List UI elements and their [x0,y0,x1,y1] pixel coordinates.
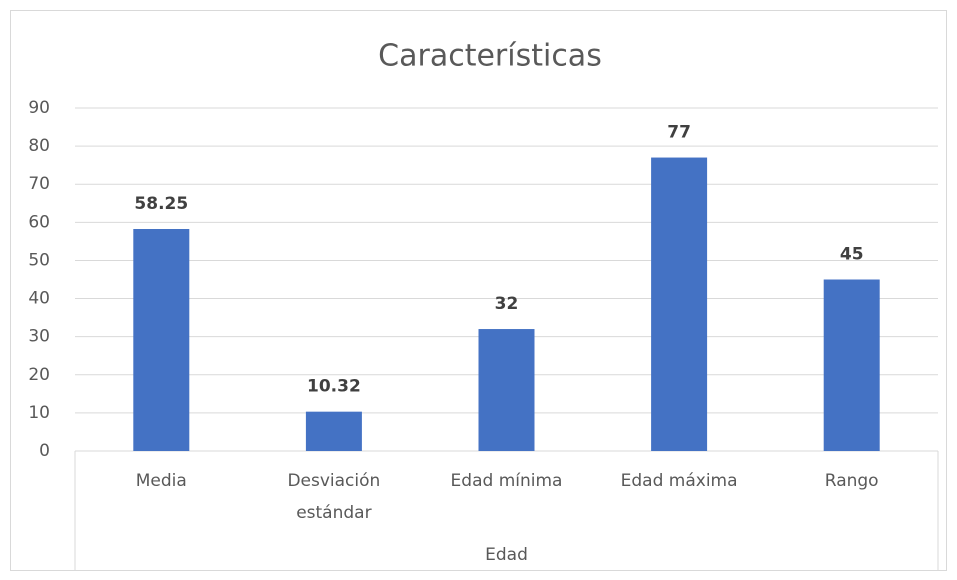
bar [478,329,535,451]
x-tick-label: Edad mínima [450,471,563,491]
x-tick-label: Edad máxima [620,471,738,491]
bar [823,279,880,451]
bar [305,411,362,451]
y-tick-label: 20 [28,365,50,385]
y-tick-label: 60 [28,212,50,232]
y-tick-label: 40 [28,289,50,309]
x-tick-label: Desviación estándar [287,471,381,523]
y-tick-label: 0 [39,441,50,461]
data-label: 45 [840,245,864,265]
y-tick-label: 80 [28,136,50,156]
group-label: Edad [485,545,528,565]
bar [133,229,190,451]
data-label: 10.32 [307,377,361,397]
data-label: 58.25 [134,194,188,214]
y-tick-label: 30 [28,327,50,347]
x-tick-label: Rango [824,471,879,491]
bar [651,157,708,452]
chart-title: Características [378,39,602,74]
y-tick-label: 90 [28,98,50,118]
y-tick-label: 70 [28,174,50,194]
x-tick-label: Media [135,471,187,491]
y-tick-label: 50 [28,250,50,270]
data-label: 32 [495,294,519,314]
data-label: 77 [667,123,691,143]
y-tick-label: 10 [28,403,50,423]
